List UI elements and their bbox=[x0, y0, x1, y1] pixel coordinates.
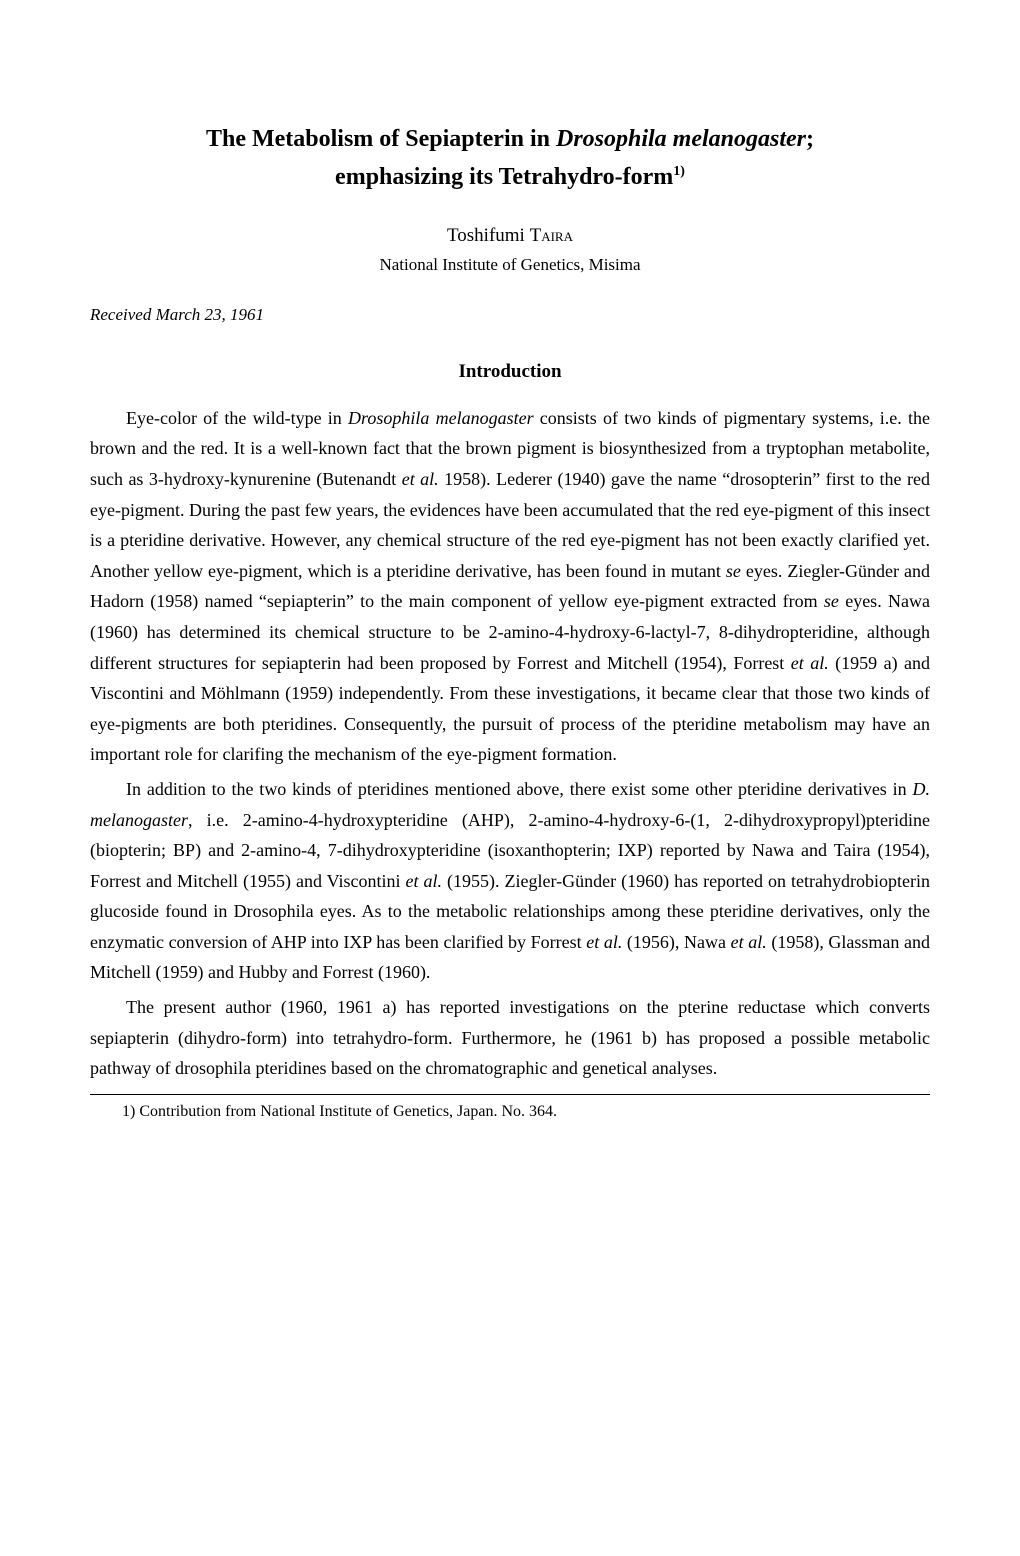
p1-seg6: se bbox=[726, 561, 741, 581]
title-line1-pre: The Metabolism of Sepiapterin in bbox=[206, 126, 556, 152]
p1-seg2: Drosophila melanogaster bbox=[348, 408, 534, 428]
paper-title: The Metabolism of Sepiapterin in Drosoph… bbox=[90, 120, 930, 197]
p1-seg10: et al. bbox=[791, 653, 829, 673]
p1-seg4: et al. bbox=[402, 469, 439, 489]
title-line2-pre: emphasizing its Tetrahydro-form bbox=[335, 164, 673, 190]
paragraph-2: In addition to the two kinds of pteridin… bbox=[90, 774, 930, 988]
author-name: Toshifumi Taira bbox=[90, 225, 930, 247]
p2-seg7: (1956), Nawa bbox=[622, 932, 730, 952]
p2-seg6: et al. bbox=[586, 932, 622, 952]
received-date: Received March 23, 1961 bbox=[90, 305, 930, 325]
title-line2-sup: 1) bbox=[673, 164, 685, 179]
author-first: Toshifumi bbox=[447, 225, 530, 246]
p1-seg8: se bbox=[824, 591, 839, 611]
p2-seg8: et al. bbox=[731, 932, 767, 952]
footnote-rule bbox=[90, 1094, 930, 1095]
author-last: Taira bbox=[530, 225, 573, 246]
title-line1-post: ; bbox=[806, 126, 814, 152]
affiliation: National Institute of Genetics, Misima bbox=[90, 255, 930, 275]
footnote-1: 1) Contribution from National Institute … bbox=[90, 1103, 930, 1121]
title-line1-italic: Drosophila melanogaster bbox=[556, 126, 806, 152]
p3-seg1: The present author (1960, 1961 a) has re… bbox=[90, 997, 930, 1078]
p2-seg4: et al. bbox=[406, 871, 443, 891]
p1-seg1: Eye-color of the wild-type in bbox=[126, 408, 348, 428]
paragraph-3: The present author (1960, 1961 a) has re… bbox=[90, 992, 930, 1084]
paragraph-1: Eye-color of the wild-type in Drosophila… bbox=[90, 403, 930, 770]
section-heading-introduction: Introduction bbox=[90, 361, 930, 383]
p2-seg1: In addition to the two kinds of pteridin… bbox=[126, 779, 913, 799]
